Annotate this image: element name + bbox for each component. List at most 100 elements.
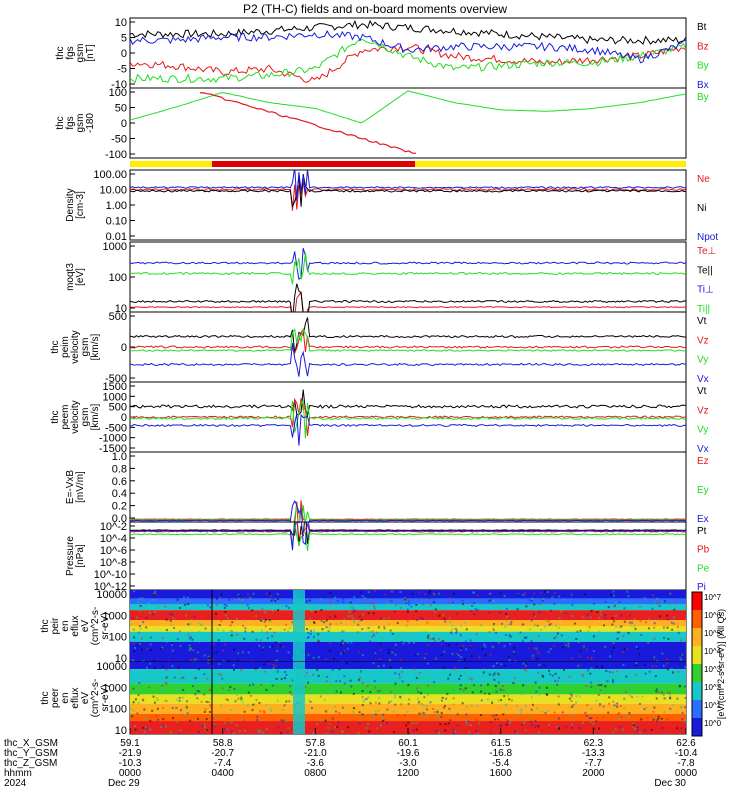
heat-pixel	[186, 596, 189, 599]
heat-pixel	[553, 602, 556, 605]
heat-pixel	[343, 650, 346, 653]
heat-pixel	[325, 619, 328, 622]
heat-pixel	[524, 636, 527, 639]
heat-pixel	[278, 640, 281, 643]
heat-pixel	[486, 698, 489, 701]
heat-pixel	[597, 727, 600, 730]
heat-pixel	[200, 623, 203, 626]
heat-pixel	[523, 719, 526, 722]
heat-pixel	[560, 606, 563, 609]
heat-pixel	[685, 596, 686, 599]
heat-pixel	[570, 593, 573, 596]
heat-pixel	[152, 613, 155, 616]
heat-pixel	[350, 641, 353, 644]
heat-pixel	[434, 611, 437, 614]
heat-pixel	[198, 630, 201, 633]
heat-pixel	[361, 682, 364, 685]
panel-data-6	[130, 499, 686, 522]
heat-pixel	[427, 593, 430, 596]
heat-pixel	[497, 718, 500, 721]
heat-pixel	[269, 645, 272, 648]
heat-pixel	[318, 635, 321, 638]
heat-pixel	[661, 652, 664, 655]
heat-pixel	[345, 669, 348, 672]
heat-pixel	[465, 648, 468, 651]
heat-pixel	[346, 647, 349, 650]
heat-pixel	[662, 719, 665, 722]
heat-pixel	[602, 705, 605, 708]
heat-pixel	[243, 637, 246, 640]
heat-pixel	[184, 637, 187, 640]
heat-pixel	[534, 608, 537, 611]
heat-pixel	[161, 646, 164, 649]
heat-pixel	[538, 611, 541, 614]
heat-pixel	[576, 630, 579, 633]
heat-pixel	[307, 631, 310, 634]
heat-pixel	[167, 685, 170, 688]
heat-pixel	[560, 634, 563, 637]
heat-pixel	[426, 636, 429, 639]
heat-pixel	[401, 670, 404, 673]
heat-pixel	[489, 634, 492, 637]
heat-pixel	[283, 628, 286, 631]
heat-pixel	[181, 696, 184, 699]
heat-pixel	[667, 637, 670, 640]
xrow-value-3-6: 0000	[675, 768, 698, 779]
ytick-label-2-0: 100.00	[93, 169, 127, 181]
heat-pixel	[131, 616, 134, 619]
ylabel-7-1: [nPa]	[75, 544, 86, 568]
heat-pixel	[285, 673, 288, 676]
heat-pixel	[221, 677, 224, 680]
heat-pixel	[227, 678, 230, 681]
heat-pixel	[415, 619, 418, 622]
heat-pixel	[342, 598, 345, 601]
heat-pixel	[334, 596, 337, 599]
ylabel-9-3: eflux	[70, 687, 81, 708]
heat-pixel	[590, 685, 593, 688]
heat-pixel	[433, 681, 436, 684]
heat-pixel	[668, 691, 671, 694]
heat-pixel	[185, 614, 188, 617]
heat-pixel	[452, 601, 455, 604]
heat-pixel	[165, 682, 168, 685]
series-4-1	[130, 327, 686, 355]
ylabel-1-2: gsm	[75, 114, 86, 133]
heat-pixel	[561, 646, 564, 649]
heat-band-9-2	[130, 683, 686, 695]
legend-6-2: Ex	[697, 514, 709, 525]
heat-pixel	[439, 723, 442, 726]
heat-pixel	[514, 660, 517, 662]
heat-pixel	[374, 652, 377, 655]
heat-pixel	[498, 674, 501, 677]
heat-pixel	[529, 628, 532, 631]
heat-pixel	[181, 687, 184, 690]
heat-pixel	[645, 706, 648, 709]
heat-pixel	[424, 591, 427, 594]
heat-pixel	[491, 645, 494, 648]
heat-pixel	[481, 733, 484, 734]
heat-pixel	[147, 733, 150, 734]
heat-pixel	[352, 712, 355, 715]
heat-pixel	[549, 673, 552, 676]
heat-pixel	[324, 733, 327, 734]
heat-pixel	[142, 698, 145, 701]
heat-pixel	[277, 726, 280, 729]
heat-pixel	[131, 692, 134, 695]
heat-pixel	[231, 630, 234, 633]
heat-pixel	[288, 700, 291, 703]
heat-pixel	[643, 729, 646, 732]
heat-pixel	[262, 648, 265, 651]
heat-pixel	[170, 623, 173, 626]
heat-pixel	[328, 726, 331, 729]
colorbar-tick-0: 10^7	[704, 593, 722, 602]
heat-pixel	[643, 597, 646, 600]
heat-pixel	[470, 704, 473, 707]
heat-pixel	[415, 676, 418, 679]
heat-pixel	[548, 623, 551, 626]
heat-pixel	[255, 638, 258, 641]
heat-pixel	[251, 660, 254, 662]
heat-pixel	[160, 725, 163, 728]
heat-pixel	[525, 636, 528, 639]
heat-pixel	[523, 643, 526, 646]
heat-pixel	[565, 725, 568, 728]
